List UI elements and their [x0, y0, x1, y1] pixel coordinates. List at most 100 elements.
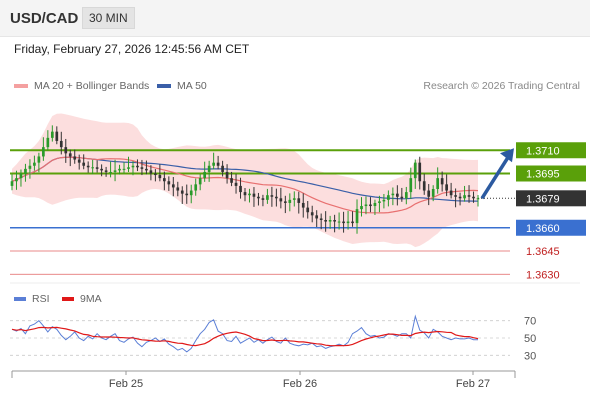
legend-ma50-label: MA 50	[177, 80, 207, 92]
candle-body	[82, 162, 86, 166]
9ma-swatch-icon	[62, 297, 74, 302]
candle	[207, 160, 211, 182]
candle-body	[472, 196, 475, 199]
candle-body	[445, 184, 448, 191]
candle	[351, 211, 354, 227]
candle-body	[257, 196, 260, 199]
candle	[230, 171, 233, 187]
candle-body	[131, 165, 135, 168]
legend-9ma-label: 9MA	[80, 293, 102, 305]
candle	[95, 160, 99, 173]
candle-body	[122, 168, 126, 170]
candle	[149, 165, 153, 181]
candle	[167, 176, 171, 191]
candle	[301, 193, 305, 218]
pair-title: USD/CAD	[10, 10, 79, 27]
ma20-swatch-icon	[14, 84, 28, 89]
candle	[136, 159, 139, 172]
candle	[463, 185, 466, 202]
candle	[440, 171, 444, 192]
level-label-support: 1.3660	[526, 223, 560, 235]
candle-body	[149, 170, 153, 174]
candle	[427, 184, 431, 206]
candle-body	[413, 162, 417, 179]
candle-body	[373, 202, 377, 207]
rsi-level-label: 50	[524, 333, 536, 345]
candle	[342, 211, 345, 233]
candle	[382, 193, 386, 209]
candle-body	[301, 202, 305, 208]
candle-body	[239, 185, 242, 193]
candle	[319, 213, 323, 230]
forecast-arrowhead-icon	[500, 148, 514, 163]
candle	[324, 211, 327, 232]
candle	[234, 173, 238, 194]
candle-body	[73, 156, 77, 160]
candle	[431, 185, 435, 202]
candle-body	[351, 221, 354, 224]
candle	[310, 205, 314, 223]
candle	[86, 161, 90, 173]
candle	[355, 199, 359, 234]
candle	[10, 174, 14, 191]
candle-body	[64, 147, 68, 154]
candle	[476, 195, 480, 207]
candle-body	[306, 207, 310, 213]
candle	[387, 190, 390, 207]
candle	[445, 174, 448, 197]
level-label-resistance: 1.3710	[526, 145, 560, 157]
candle	[315, 210, 319, 227]
candle	[55, 126, 59, 145]
candle	[360, 197, 363, 217]
candle	[275, 188, 278, 207]
candle	[364, 196, 368, 215]
candle-body	[140, 167, 144, 169]
candle	[122, 162, 126, 174]
candle	[140, 159, 144, 176]
timestamp: Friday, February 27, 2026 12:45:56 AM CE…	[14, 42, 250, 56]
candle	[28, 159, 32, 179]
candle-body	[234, 182, 238, 186]
candle-body	[342, 221, 345, 224]
candle	[418, 156, 422, 190]
candle-body	[337, 221, 341, 223]
candle-body	[364, 204, 368, 207]
candle-body	[221, 165, 224, 172]
candle-body	[297, 198, 301, 203]
candle	[212, 152, 215, 170]
level-box-resistance	[516, 142, 586, 159]
level-box-current	[516, 190, 586, 207]
candle-body	[176, 187, 180, 191]
candle-body	[77, 159, 81, 163]
candle	[46, 130, 50, 151]
level-label-resistance: 1.3695	[526, 169, 560, 181]
candle-body	[189, 190, 193, 196]
candle-body	[422, 181, 426, 191]
candle-body	[463, 195, 466, 199]
candle	[118, 164, 121, 175]
candle	[180, 186, 184, 204]
candle-body	[28, 165, 32, 169]
x-tick-label: Feb 25	[109, 378, 143, 390]
candle-body	[333, 220, 336, 222]
candle	[270, 186, 274, 207]
ma50-swatch-icon	[157, 84, 171, 89]
candle	[413, 159, 417, 189]
candle-body	[212, 162, 215, 166]
candle	[68, 149, 72, 167]
candle	[104, 166, 108, 177]
candle	[198, 174, 202, 191]
candle	[409, 167, 413, 199]
candle-body	[86, 165, 90, 168]
candle-body	[436, 178, 440, 189]
candle-body	[194, 184, 198, 191]
forecast-arrow	[480, 153, 512, 200]
legend-rsi: RSI	[14, 293, 50, 305]
timeframe-button[interactable]: 30 MIN	[82, 7, 135, 29]
candle-body	[431, 189, 435, 197]
candle	[279, 187, 283, 209]
legend-ma20: MA 20 + Bollinger Bands	[14, 80, 149, 92]
candle	[185, 184, 189, 204]
header-bar: USD/CAD 30 MIN	[0, 0, 590, 37]
